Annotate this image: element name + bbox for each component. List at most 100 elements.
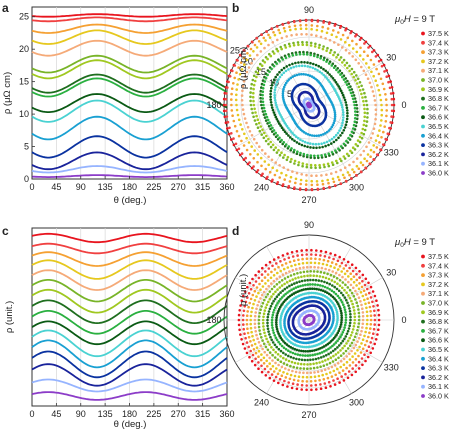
polar-point bbox=[285, 363, 289, 367]
polar-point bbox=[314, 357, 318, 361]
polar-point bbox=[313, 134, 316, 138]
polar-point bbox=[252, 137, 256, 141]
polar-point bbox=[257, 40, 261, 43]
polar-point bbox=[323, 285, 327, 289]
y-axis-label: ρ (μΩ cm) bbox=[2, 72, 13, 114]
polar-point bbox=[371, 132, 375, 135]
polar-point bbox=[352, 160, 355, 164]
polar-point bbox=[350, 177, 353, 180]
polar-point bbox=[246, 327, 249, 331]
polar-point bbox=[323, 280, 326, 284]
polar-point bbox=[280, 138, 283, 142]
polar-point bbox=[341, 293, 345, 297]
polar-point bbox=[311, 353, 315, 357]
polar-point bbox=[375, 299, 378, 303]
polar-point bbox=[344, 310, 347, 314]
polar-point bbox=[246, 310, 249, 313]
polar-point bbox=[338, 157, 342, 161]
polar-point bbox=[296, 254, 299, 257]
polar-point bbox=[357, 62, 361, 65]
polar-point bbox=[325, 173, 328, 176]
polar-point bbox=[379, 148, 382, 151]
polar-point bbox=[329, 252, 332, 255]
polar-point bbox=[381, 143, 385, 146]
polar-point bbox=[242, 294, 245, 298]
polar-point bbox=[256, 153, 260, 156]
series-line-36-1-K bbox=[31, 378, 228, 393]
polar-point bbox=[312, 366, 316, 370]
polar-point bbox=[363, 119, 366, 123]
polar-point bbox=[362, 149, 366, 153]
polar-point bbox=[269, 304, 273, 308]
polar-point bbox=[286, 385, 289, 388]
polar-point bbox=[258, 129, 262, 133]
polar-point bbox=[330, 365, 334, 369]
polar-point bbox=[259, 125, 263, 128]
polar-point bbox=[336, 282, 339, 286]
polar-point bbox=[313, 375, 317, 379]
legend-label: 36.3 K bbox=[428, 364, 449, 373]
polar-point bbox=[336, 259, 340, 263]
polar-point bbox=[365, 326, 368, 330]
polar-point bbox=[309, 278, 312, 282]
x-tick-label: 225 bbox=[146, 409, 161, 419]
polar-point bbox=[287, 359, 291, 363]
polar-point bbox=[268, 376, 272, 380]
polar-point bbox=[350, 72, 354, 76]
polar-point bbox=[296, 41, 300, 44]
polar-point bbox=[334, 81, 338, 84]
polar-point bbox=[274, 85, 277, 89]
legend-label: 36.0 K bbox=[428, 392, 449, 401]
polar-point bbox=[372, 150, 376, 154]
polar-point bbox=[360, 131, 363, 135]
polar-point bbox=[292, 259, 296, 263]
legend-marker bbox=[421, 301, 425, 305]
polar-point bbox=[306, 350, 310, 353]
polar-point bbox=[289, 355, 293, 359]
polar-point bbox=[264, 56, 268, 59]
legend-marker bbox=[421, 143, 425, 148]
polar-point bbox=[369, 327, 372, 330]
polar-point bbox=[374, 108, 378, 111]
polar-point bbox=[260, 336, 263, 339]
polar-series-37-2-K bbox=[249, 261, 369, 379]
polar-point bbox=[302, 288, 305, 291]
polar-point bbox=[270, 158, 274, 162]
polar-point bbox=[274, 361, 277, 365]
polar-point bbox=[319, 383, 322, 386]
polar-point bbox=[264, 263, 268, 267]
polar-point bbox=[288, 279, 292, 283]
polar-point bbox=[356, 304, 360, 308]
polar-point bbox=[320, 174, 323, 177]
polar-point bbox=[334, 292, 338, 296]
polar-point bbox=[263, 80, 267, 83]
polar-point bbox=[332, 379, 335, 382]
polar-point bbox=[261, 59, 265, 62]
polar-point bbox=[327, 347, 330, 351]
polar-point bbox=[248, 54, 252, 57]
polar-point bbox=[270, 318, 274, 322]
polar-point bbox=[340, 145, 343, 148]
polar-point bbox=[294, 286, 298, 289]
polar-point bbox=[366, 153, 370, 156]
polar-point bbox=[322, 163, 326, 166]
polar-point bbox=[261, 347, 264, 351]
angle-tick-label: 30 bbox=[386, 268, 396, 278]
series-line-36-4-K bbox=[31, 115, 228, 141]
polar-point bbox=[273, 297, 277, 301]
polar-point bbox=[288, 284, 291, 288]
polar-point bbox=[235, 88, 238, 91]
polar-point bbox=[337, 147, 340, 150]
polar-series-36-4-K bbox=[281, 72, 337, 138]
polar-point bbox=[295, 73, 299, 77]
polar-point bbox=[319, 387, 323, 391]
polar-point bbox=[280, 304, 283, 307]
polar-point bbox=[296, 136, 300, 140]
polar-point bbox=[288, 377, 292, 381]
polar-point bbox=[361, 338, 365, 342]
polar-point bbox=[275, 169, 279, 172]
polar-point bbox=[306, 363, 309, 366]
polar-point bbox=[351, 168, 354, 171]
polar-point bbox=[340, 314, 343, 317]
polar-point bbox=[309, 367, 313, 370]
